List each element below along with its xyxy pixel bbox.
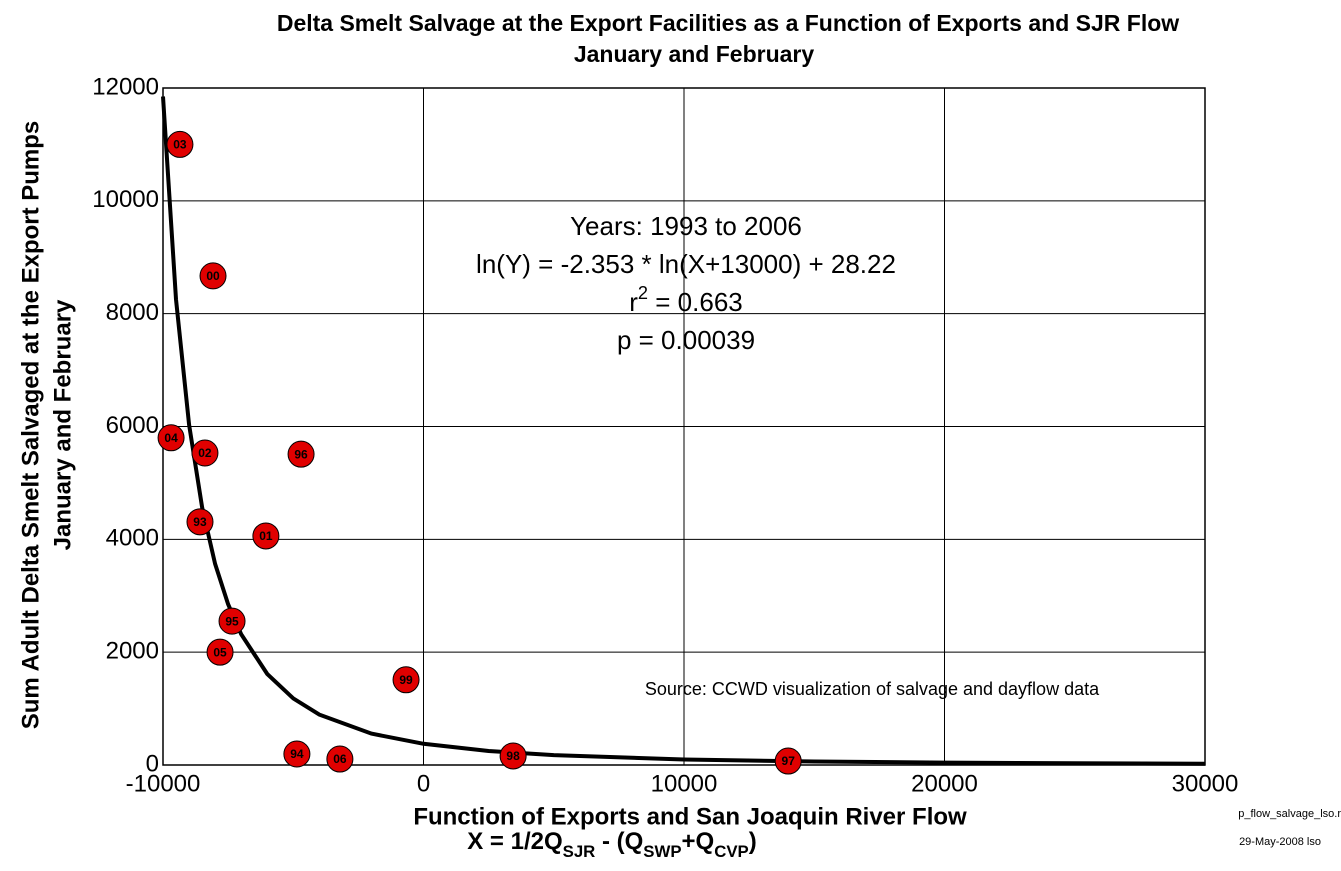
x-axis-formula-subscript: SJR: [563, 842, 596, 861]
chart-title: Delta Smelt Salvage at the Export Facili…: [277, 10, 1179, 36]
y-axis-label: January and February: [49, 299, 76, 550]
point-label: 95: [225, 614, 239, 628]
chart-subtitle: January and February: [574, 41, 815, 67]
point-label: 01: [259, 529, 273, 543]
data-point: [392, 666, 420, 694]
data-point: [287, 440, 315, 468]
x-axis-formula-subscript: CVP: [714, 842, 749, 861]
point-label: 93: [193, 515, 207, 529]
data-point: [499, 742, 527, 770]
y-tick-label: 8000: [106, 299, 159, 326]
x-axis-formula-part: ): [749, 828, 757, 855]
data-point: [326, 745, 354, 773]
fit-curve: [161, 96, 1206, 766]
x-tick-label: 20000: [911, 770, 978, 797]
annotation: ln(Y) = -2.353 * ln(X+13000) + 28.22: [476, 249, 896, 279]
y-tick-label: 6000: [106, 412, 159, 439]
data-point: [283, 740, 311, 768]
y-tick-label: 2000: [106, 638, 159, 665]
annotation: Years: 1993 to 2006: [570, 211, 802, 241]
point-label: 98: [506, 749, 520, 763]
x-tick-label: -10000: [126, 770, 201, 797]
x-axis-formula-part: +Q: [682, 828, 715, 855]
y-tick-label: 0: [146, 750, 159, 777]
annotation-part: Years: 1993 to 2006: [570, 211, 802, 241]
plot-frame: [162, 87, 1206, 766]
footer-file: p_flow_salvage_lso.r: [1238, 808, 1341, 820]
annotation-part: r: [629, 287, 638, 317]
data-point: [774, 747, 802, 775]
y-tick-label: 10000: [92, 186, 159, 213]
y-tick-label: 4000: [106, 525, 159, 552]
x-axis-formula: X = 1/2QSJR - (QSWP+QCVP): [467, 828, 756, 861]
point-label: 06: [333, 752, 347, 766]
annotation-superscript: 2: [638, 283, 648, 303]
data-point: [191, 439, 219, 467]
point-label: 02: [198, 446, 212, 460]
annotation-part: p = 0.00039: [617, 325, 755, 355]
y-tick-label: 12000: [92, 73, 159, 100]
x-axis-formula-part: - (Q: [595, 828, 643, 855]
point-label: 97: [782, 754, 796, 768]
point-label: 05: [213, 645, 227, 659]
annotation-part: ln(Y) = -2.353 * ln(X+13000) + 28.22: [476, 249, 896, 279]
y-axis-label: Sum Adult Delta Smelt Salvaged at the Ex…: [17, 121, 44, 730]
data-point: [166, 130, 194, 158]
x-tick-label: 30000: [1172, 770, 1239, 797]
x-tick-label: 10000: [651, 770, 718, 797]
point-label: 00: [206, 269, 220, 283]
point-label: 96: [294, 447, 308, 461]
data-point: [199, 262, 227, 290]
x-tick-label: 0: [417, 770, 430, 797]
source-note: Source: CCWD visualization of salvage an…: [645, 679, 1100, 699]
data-point: [252, 522, 280, 550]
x-axis-label: Function of Exports and San Joaquin Rive…: [413, 803, 967, 830]
data-point: [206, 638, 234, 666]
data-point: [218, 607, 246, 635]
x-axis-formula-part: X = 1/2Q: [467, 828, 562, 855]
point-label: 04: [164, 431, 178, 445]
data-point: [186, 508, 214, 536]
point-label: 94: [290, 747, 304, 761]
data-point: [157, 424, 185, 452]
annotation: r2 = 0.663: [629, 283, 743, 317]
annotation-part: = 0.663: [648, 287, 743, 317]
x-axis-formula-subscript: SWP: [643, 842, 681, 861]
annotation: p = 0.00039: [617, 325, 755, 355]
point-label: 99: [399, 673, 413, 687]
point-label: 03: [173, 138, 187, 152]
footer-date: 29-May-2008 lso: [1239, 836, 1321, 848]
